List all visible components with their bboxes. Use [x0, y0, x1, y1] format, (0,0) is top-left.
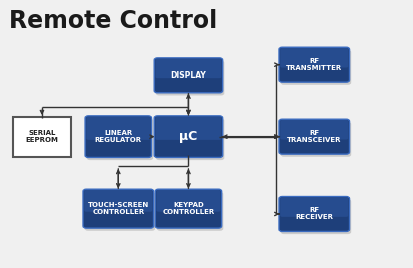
- FancyBboxPatch shape: [155, 117, 221, 140]
- FancyBboxPatch shape: [84, 192, 155, 231]
- Text: LINEAR
REGULATOR: LINEAR REGULATOR: [95, 130, 142, 143]
- FancyBboxPatch shape: [83, 189, 153, 228]
- FancyBboxPatch shape: [278, 47, 349, 82]
- Text: RF
TRANSMITTER: RF TRANSMITTER: [285, 58, 342, 71]
- FancyBboxPatch shape: [154, 116, 222, 158]
- FancyBboxPatch shape: [85, 116, 151, 158]
- FancyBboxPatch shape: [278, 119, 349, 154]
- FancyBboxPatch shape: [155, 59, 221, 78]
- Text: TOUCH-SCREEN
CONTROLLER: TOUCH-SCREEN CONTROLLER: [88, 202, 149, 215]
- FancyBboxPatch shape: [280, 50, 350, 85]
- FancyBboxPatch shape: [13, 117, 71, 157]
- FancyBboxPatch shape: [280, 120, 347, 140]
- Text: RF
RECEIVER: RF RECEIVER: [294, 207, 332, 221]
- FancyBboxPatch shape: [86, 118, 153, 160]
- FancyBboxPatch shape: [156, 190, 220, 212]
- FancyBboxPatch shape: [280, 122, 350, 157]
- Text: Remote Control: Remote Control: [9, 9, 217, 33]
- FancyBboxPatch shape: [278, 196, 349, 232]
- Text: KEYPAD
CONTROLLER: KEYPAD CONTROLLER: [162, 202, 214, 215]
- FancyBboxPatch shape: [280, 197, 347, 217]
- FancyBboxPatch shape: [155, 118, 224, 160]
- FancyBboxPatch shape: [86, 117, 150, 140]
- FancyBboxPatch shape: [280, 199, 350, 234]
- FancyBboxPatch shape: [280, 48, 347, 68]
- Text: SERIAL
EEPROM: SERIAL EEPROM: [26, 130, 58, 143]
- Text: DISPLAY: DISPLAY: [170, 71, 206, 80]
- FancyBboxPatch shape: [84, 190, 152, 212]
- FancyBboxPatch shape: [155, 189, 221, 228]
- Text: RF
TRANSCEIVER: RF TRANSCEIVER: [286, 130, 341, 143]
- FancyBboxPatch shape: [157, 192, 223, 231]
- Text: μC: μC: [179, 130, 197, 143]
- FancyBboxPatch shape: [154, 58, 222, 93]
- FancyBboxPatch shape: [155, 61, 224, 95]
